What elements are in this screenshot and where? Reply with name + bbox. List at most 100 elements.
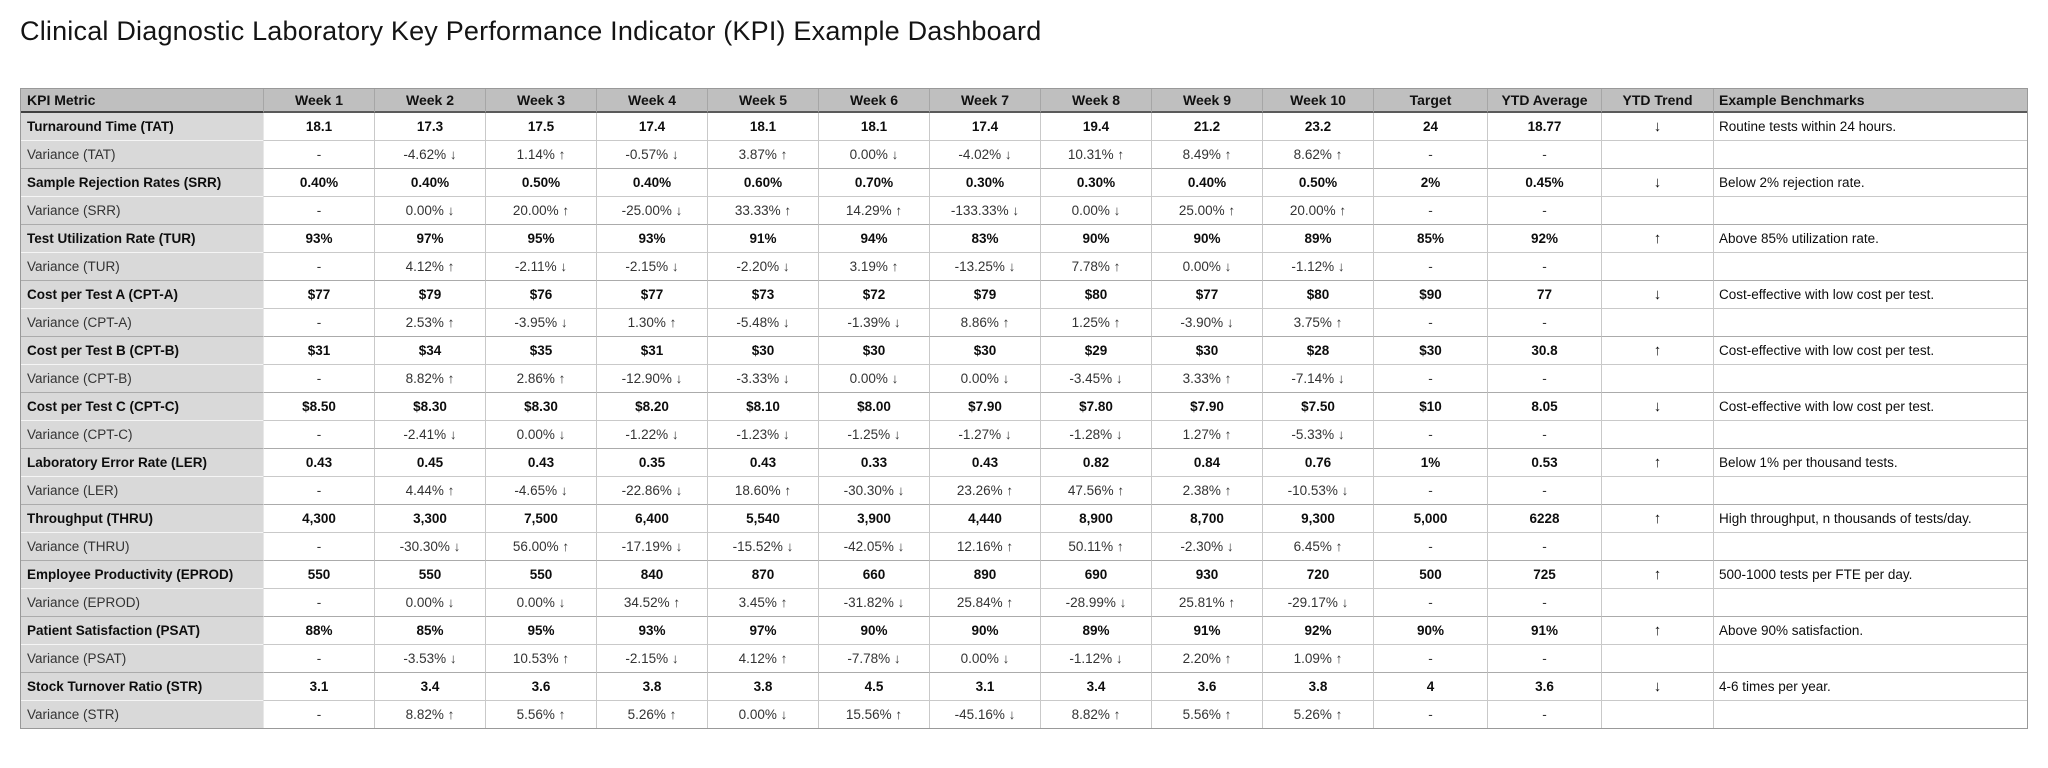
cell-benchmark: 4-6 times per year. xyxy=(1713,672,2027,700)
cell-week-value: 9,300 xyxy=(1262,504,1373,532)
cell-target: - xyxy=(1373,140,1487,168)
cell-ytd-average: - xyxy=(1487,588,1601,616)
cell-week-value: $30 xyxy=(929,336,1040,364)
cell-benchmark: Above 90% satisfaction. xyxy=(1713,616,2027,644)
cell-ytd-average: - xyxy=(1487,364,1601,392)
cell-week-value: -1.28% ↓ xyxy=(1040,420,1151,448)
cell-target: 5,000 xyxy=(1373,504,1487,532)
cell-week-value: 0.43 xyxy=(929,448,1040,476)
cell-ytd-trend xyxy=(1601,420,1713,448)
cell-week-value: -2.15% ↓ xyxy=(596,252,707,280)
cell-week-value: $28 xyxy=(1262,336,1373,364)
cell-week-value: 17.3 xyxy=(374,113,485,140)
cell-benchmark: Cost-effective with low cost per test. xyxy=(1713,280,2027,308)
cell-week-value: -25.00% ↓ xyxy=(596,196,707,224)
cell-week-value: 1.25% ↑ xyxy=(1040,308,1151,336)
cell-week-value: 56.00% ↑ xyxy=(485,532,596,560)
cell-ytd-average: - xyxy=(1487,252,1601,280)
cell-week-value: -3.90% ↓ xyxy=(1151,308,1262,336)
cell-metric: Sample Rejection Rates (SRR) xyxy=(21,168,263,196)
cell-week-value: -22.86% ↓ xyxy=(596,476,707,504)
column-header: Week 3 xyxy=(485,89,596,113)
cell-target: 90% xyxy=(1373,616,1487,644)
cell-week-value: $7.90 xyxy=(1151,392,1262,420)
page-title: Clinical Diagnostic Laboratory Key Perfo… xyxy=(20,16,1042,46)
cell-week-value: -3.45% ↓ xyxy=(1040,364,1151,392)
cell-week-value: 0.00% ↓ xyxy=(374,196,485,224)
cell-week-value: 93% xyxy=(263,224,374,252)
cell-week-value: 0.40% xyxy=(1151,168,1262,196)
cell-week-value: - xyxy=(263,420,374,448)
cell-target: - xyxy=(1373,420,1487,448)
cell-week-value: 33.33% ↑ xyxy=(707,196,818,224)
cell-week-value: 88% xyxy=(263,616,374,644)
cell-week-value: 34.52% ↑ xyxy=(596,588,707,616)
cell-benchmark: Above 85% utilization rate. xyxy=(1713,224,2027,252)
cell-week-value: $80 xyxy=(1262,280,1373,308)
cell-week-value: 7,500 xyxy=(485,504,596,532)
table-row: Variance (CPT-B) -8.82% ↑ 2.86% ↑ -12.90% ↓… xyxy=(21,364,2027,392)
cell-week-value: 15.56% ↑ xyxy=(818,700,929,728)
cell-week-value: 12.16% ↑ xyxy=(929,532,1040,560)
cell-week-value: -45.16% ↓ xyxy=(929,700,1040,728)
cell-week-value: 0.00% ↓ xyxy=(929,364,1040,392)
cell-week-value: - xyxy=(263,252,374,280)
cell-benchmark xyxy=(1713,420,2027,448)
cell-ytd-trend xyxy=(1601,140,1713,168)
cell-week-value: $72 xyxy=(818,280,929,308)
cell-week-value: 4.44% ↑ xyxy=(374,476,485,504)
table-row: Variance (SRR) -0.00% ↓ 20.00% ↑ -25.00% ↓ 3… xyxy=(21,196,2027,224)
cell-ytd-trend xyxy=(1601,196,1713,224)
cell-ytd-trend: ↓ xyxy=(1601,672,1713,700)
cell-week-value: 3,900 xyxy=(818,504,929,532)
cell-week-value: - xyxy=(263,308,374,336)
cell-ytd-average: 91% xyxy=(1487,616,1601,644)
cell-week-value: 3.4 xyxy=(1040,672,1151,700)
table-row: Cost per Test C (CPT-C) $8.50 $8.30 $8.30 $8… xyxy=(21,392,2027,420)
cell-target: - xyxy=(1373,532,1487,560)
cell-benchmark: Routine tests within 24 hours. xyxy=(1713,113,2027,140)
cell-ytd-average: 18.77 xyxy=(1487,113,1601,140)
cell-ytd-trend xyxy=(1601,364,1713,392)
cell-week-value: 0.30% xyxy=(929,168,1040,196)
cell-week-value: 93% xyxy=(596,616,707,644)
cell-ytd-trend: ↓ xyxy=(1601,280,1713,308)
cell-week-value: 4.12% ↑ xyxy=(707,644,818,672)
cell-week-value: $77 xyxy=(1151,280,1262,308)
table-row: Variance (CPT-A) -2.53% ↑ -3.95% ↓ 1.30% ↑ -… xyxy=(21,308,2027,336)
cell-ytd-trend xyxy=(1601,308,1713,336)
cell-target: 4 xyxy=(1373,672,1487,700)
cell-target: $10 xyxy=(1373,392,1487,420)
cell-benchmark xyxy=(1713,700,2027,728)
cell-ytd-trend: ↑ xyxy=(1601,448,1713,476)
cell-ytd-average: - xyxy=(1487,196,1601,224)
cell-week-value: -1.12% ↓ xyxy=(1262,252,1373,280)
cell-week-value: 2.20% ↑ xyxy=(1151,644,1262,672)
cell-target: - xyxy=(1373,644,1487,672)
column-header: Week 7 xyxy=(929,89,1040,113)
cell-week-value: $34 xyxy=(374,336,485,364)
table-row: Variance (EPROD) -0.00% ↓ 0.00% ↓ 34.52% ↑ 3… xyxy=(21,588,2027,616)
cell-ytd-average: - xyxy=(1487,476,1601,504)
cell-week-value: 18.1 xyxy=(818,113,929,140)
cell-week-value: 840 xyxy=(596,560,707,588)
cell-week-value: - xyxy=(263,196,374,224)
cell-ytd-average: 8.05 xyxy=(1487,392,1601,420)
column-header: YTD Average xyxy=(1487,89,1601,113)
cell-benchmark: High throughput, n thousands of tests/da… xyxy=(1713,504,2027,532)
cell-week-value: -31.82% ↓ xyxy=(818,588,929,616)
cell-week-value: - xyxy=(263,700,374,728)
cell-week-value: 89% xyxy=(1040,616,1151,644)
table-row: Cost per Test A (CPT-A) $77 $79 $76 $77 $73 $7… xyxy=(21,280,2027,308)
cell-ytd-trend: ↑ xyxy=(1601,336,1713,364)
cell-week-value: $30 xyxy=(818,336,929,364)
cell-week-value: 17.4 xyxy=(596,113,707,140)
cell-week-value: 930 xyxy=(1151,560,1262,588)
cell-week-value: -1.25% ↓ xyxy=(818,420,929,448)
cell-week-value: -4.62% ↓ xyxy=(374,140,485,168)
cell-week-value: 0.00% ↓ xyxy=(929,644,1040,672)
column-header: YTD Trend xyxy=(1601,89,1713,113)
cell-week-value: -1.12% ↓ xyxy=(1040,644,1151,672)
cell-ytd-average: 77 xyxy=(1487,280,1601,308)
cell-week-value: 91% xyxy=(1151,616,1262,644)
